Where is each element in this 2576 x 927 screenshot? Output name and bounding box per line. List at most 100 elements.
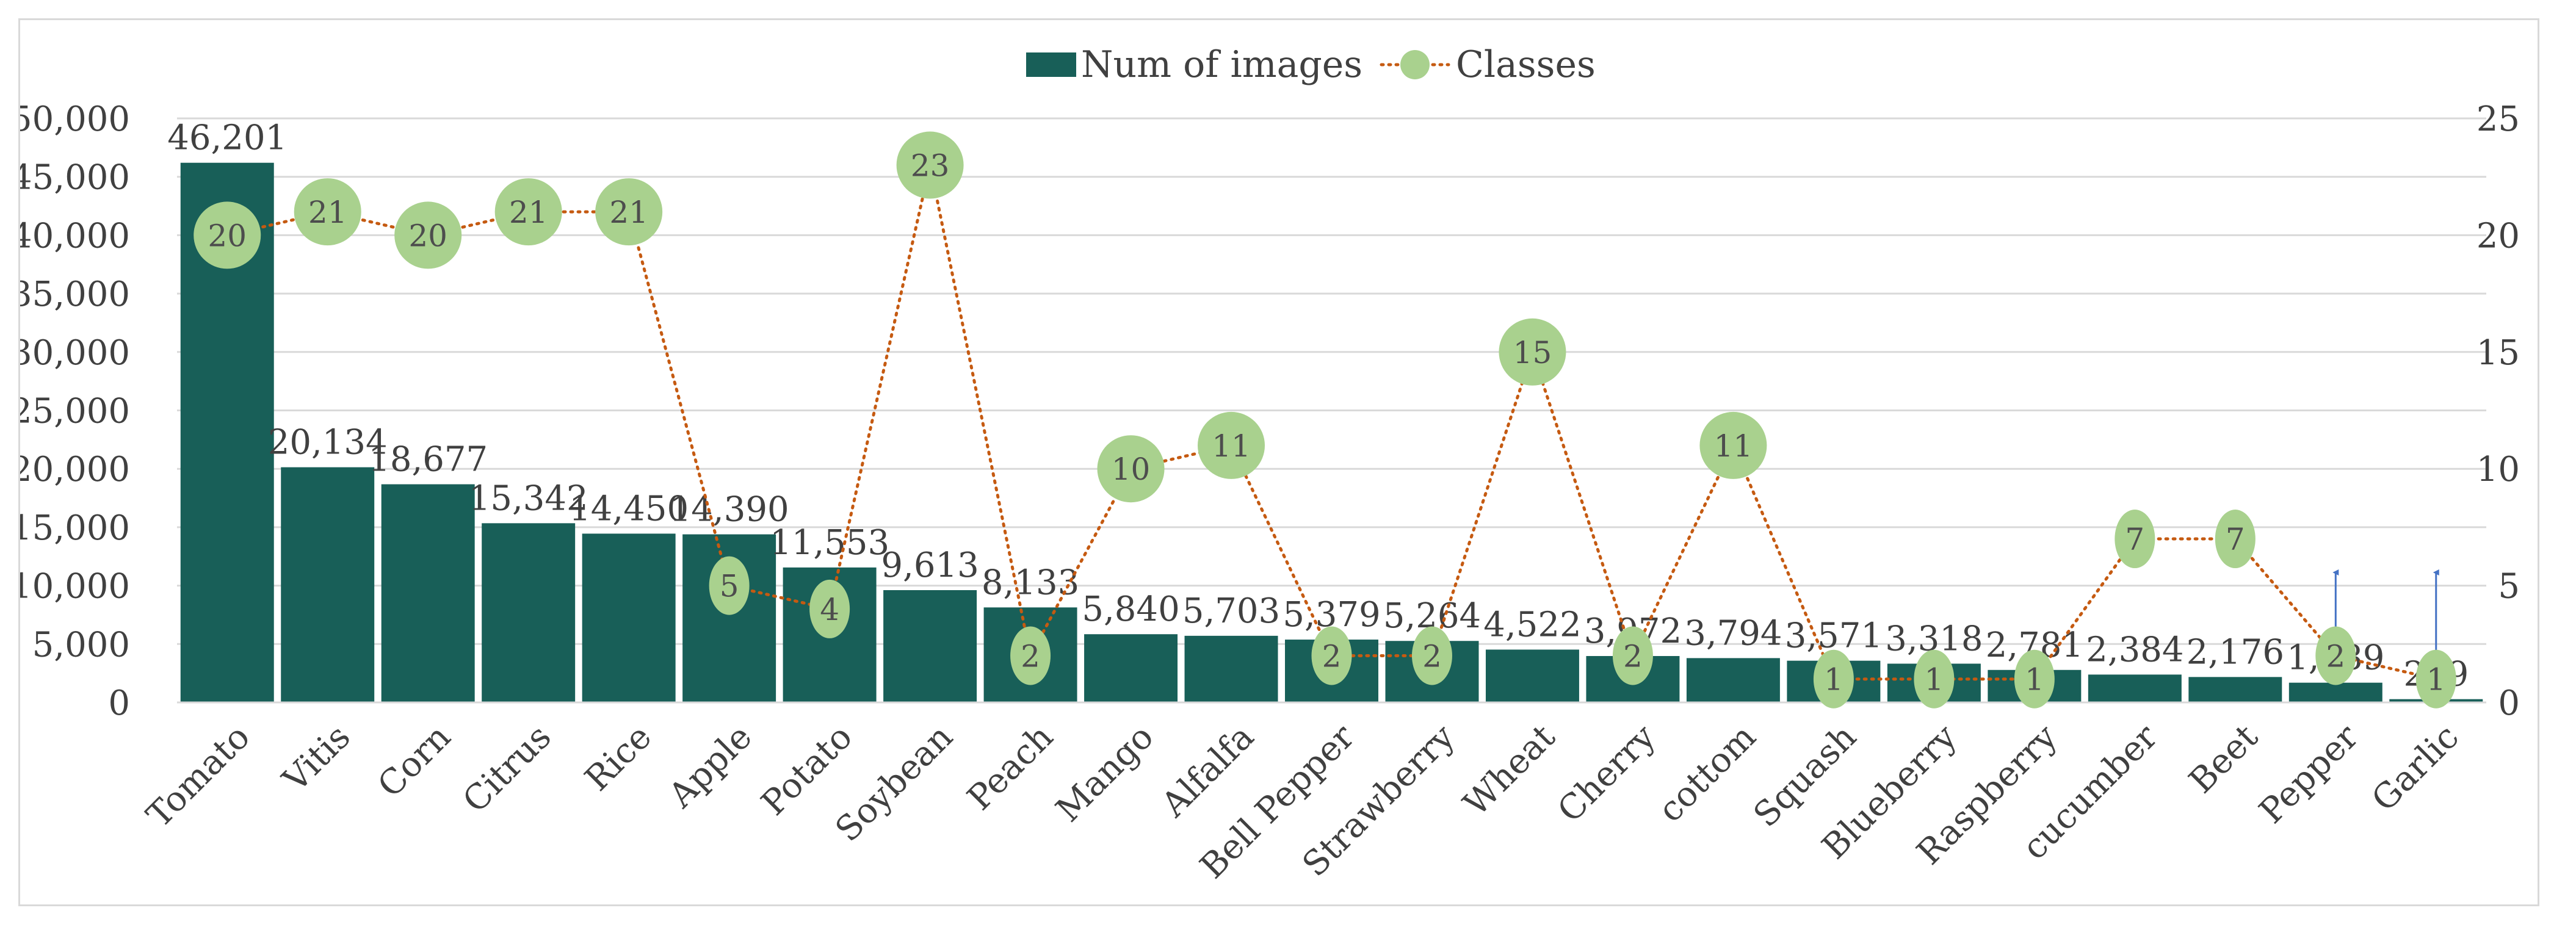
y-left-tick-label: 35,000 xyxy=(20,275,130,314)
classes-marker xyxy=(809,579,850,638)
bar-rice xyxy=(582,533,676,702)
y-left-tick-label: 25,000 xyxy=(20,392,130,431)
classes-marker xyxy=(2315,626,2356,685)
classes-value-label: 1 xyxy=(1924,662,1944,698)
classes-marker xyxy=(394,201,462,269)
classes-value-label: 2 xyxy=(1322,638,1342,674)
classes-marker xyxy=(1699,411,1767,479)
classes-value-label: 1 xyxy=(2025,662,2044,698)
y-right-tick-label: 20 xyxy=(2477,216,2520,256)
y-right-tick-label: 15 xyxy=(2477,333,2520,373)
bar-value-label: 11,553 xyxy=(770,523,889,563)
bar-value-label: 3,794 xyxy=(1684,613,1782,653)
bar-corn xyxy=(381,484,475,702)
combo-chart: 0 5,000 10,000 15,000 20,000 25,000 30,000 35,0… xyxy=(20,43,2520,887)
legend-label-num-of-images: Num of images xyxy=(1081,43,1362,86)
y-left-tick-label: 45,000 xyxy=(20,158,130,198)
legend-marker-classes xyxy=(1400,50,1430,79)
classes-marker xyxy=(1411,626,1452,685)
x-category-label: Wheat xyxy=(1456,717,1563,824)
bar-value-label: 14,450 xyxy=(569,489,689,528)
classes-value-label: 1 xyxy=(1824,662,1843,698)
bar-alfalfa xyxy=(1184,635,1278,702)
y-right-tick-label: 25 xyxy=(2477,99,2520,139)
x-category-label: cottom xyxy=(1651,717,1764,830)
y-left-tick-label: 10,000 xyxy=(20,567,130,607)
bar-wheat xyxy=(1485,649,1579,702)
classes-marker xyxy=(2115,510,2155,569)
y-left-tick-label: 40,000 xyxy=(20,216,130,256)
y-left-tick-label: 50,000 xyxy=(20,99,130,139)
classes-value-label: 20 xyxy=(408,218,447,253)
x-category-label: Mango xyxy=(1049,717,1162,830)
classes-value-label: 15 xyxy=(1513,335,1552,370)
classes-marker xyxy=(1914,649,1955,709)
legend-swatch-num-of-images xyxy=(1026,52,1076,77)
legend-label-classes: Classes xyxy=(1456,43,1596,86)
y-right-tick-label: 0 xyxy=(2498,684,2520,723)
y-left-tick-label: 0 xyxy=(108,684,130,723)
classes-marker xyxy=(595,178,663,246)
bar-value-label: 20,134 xyxy=(268,423,388,463)
classes-value-label: 11 xyxy=(1714,428,1753,464)
classes-marker xyxy=(494,178,562,246)
classes-value-label: 11 xyxy=(1212,428,1251,464)
classes-value-label: 21 xyxy=(609,195,648,230)
classes-value-label: 21 xyxy=(509,195,548,230)
classes-value-label: 2 xyxy=(1021,638,1040,674)
classes-value-label: 2 xyxy=(2326,638,2345,674)
classes-marker xyxy=(2215,510,2256,569)
classes-marker xyxy=(2415,649,2456,709)
chart-frame: 0 5,000 10,000 15,000 20,000 25,000 30,000 35,0… xyxy=(18,18,2539,906)
classes-marker xyxy=(709,556,750,615)
bar-pepper xyxy=(2288,682,2382,702)
classes-marker xyxy=(896,131,964,199)
x-category-label: Rice xyxy=(577,717,659,799)
bar-vitis xyxy=(281,467,375,702)
classes-value-label: 7 xyxy=(2125,522,2144,557)
x-category-label: Garlic xyxy=(2364,717,2467,820)
bar-value-label: 5,840 xyxy=(1082,590,1179,629)
classes-value-label: 2 xyxy=(1422,638,1442,674)
bar-value-label: 2,384 xyxy=(2086,630,2183,669)
x-category-label: Tomato xyxy=(139,717,258,835)
bar-value-label: 9,613 xyxy=(881,546,979,585)
classes-marker xyxy=(1311,626,1352,685)
y-left-tick-label: 30,000 xyxy=(20,333,130,373)
y-right-tick-label: 10 xyxy=(2477,450,2520,489)
classes-marker xyxy=(1813,649,1854,709)
x-category-label: Corn xyxy=(371,717,459,806)
classes-value-label: 20 xyxy=(208,218,247,253)
classes-value-label: 7 xyxy=(2226,522,2245,557)
x-category-label: Peach xyxy=(960,717,1061,818)
bar-mango xyxy=(1084,634,1178,702)
y-left-tick-label: 20,000 xyxy=(20,450,130,489)
classes-value-label: 2 xyxy=(1623,638,1643,674)
classes-marker xyxy=(1612,626,1653,685)
x-category-label: Pepper xyxy=(2252,717,2366,831)
x-category-label: Apple xyxy=(660,717,759,816)
classes-value-label: 1 xyxy=(2426,662,2446,698)
bar-value-label: 2,176 xyxy=(2187,632,2284,672)
bar-value-label: 18,677 xyxy=(368,440,488,480)
classes-marker xyxy=(194,201,261,269)
bar-cottom xyxy=(1686,658,1780,702)
x-category-label: Beet xyxy=(2182,717,2266,801)
classes-marker xyxy=(1097,435,1165,503)
classes-marker xyxy=(1499,318,1566,386)
bar-cucumber xyxy=(2088,674,2182,702)
classes-value-label: 5 xyxy=(720,569,739,604)
classes-marker xyxy=(2014,649,2055,709)
bar-value-label: 4,522 xyxy=(1483,605,1581,644)
bar-citrus xyxy=(482,523,576,702)
y-left-tick-label: 15,000 xyxy=(20,508,130,548)
classes-marker xyxy=(1010,626,1051,685)
bar-value-label: 46,201 xyxy=(167,118,287,158)
bar-soybean xyxy=(883,590,977,702)
x-category-label: Vitis xyxy=(275,717,358,800)
bar-value-label: 3,571 xyxy=(1785,616,1883,656)
classes-value-label: 23 xyxy=(911,148,950,184)
bar-value-label: 8,133 xyxy=(982,563,1079,602)
classes-marker xyxy=(294,178,361,246)
y-right-tick-label: 5 xyxy=(2498,567,2520,607)
